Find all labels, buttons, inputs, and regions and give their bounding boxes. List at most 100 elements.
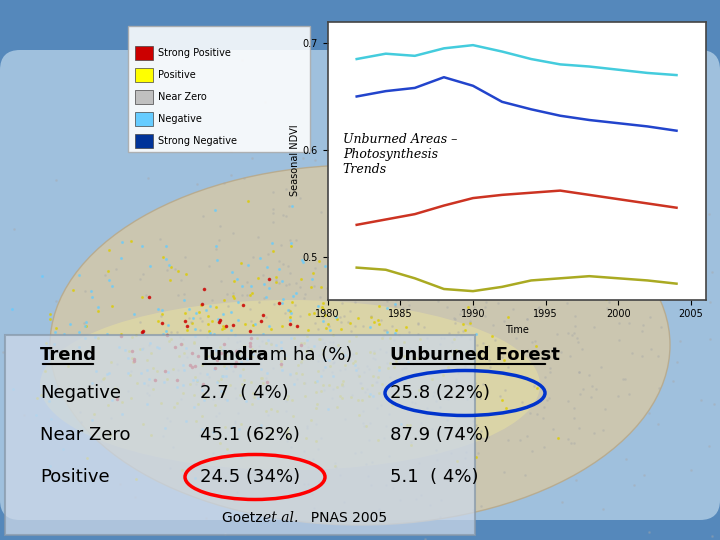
Point <box>562 329 574 338</box>
Point <box>566 250 577 259</box>
Point <box>539 402 550 411</box>
Point <box>276 362 287 370</box>
Point <box>217 309 229 318</box>
Point <box>88 410 99 418</box>
Point <box>397 364 408 373</box>
Point <box>137 328 148 337</box>
Point <box>415 344 426 353</box>
Point <box>160 242 171 251</box>
Point <box>534 237 545 245</box>
Point <box>598 246 610 254</box>
Point <box>217 346 228 355</box>
Point <box>471 341 482 349</box>
Point <box>373 320 384 329</box>
Point <box>237 300 248 309</box>
Point <box>390 356 401 365</box>
Point <box>269 299 280 308</box>
Point <box>457 326 469 335</box>
Point <box>562 435 574 443</box>
Point <box>312 366 323 375</box>
Point <box>357 321 369 330</box>
Point <box>562 397 574 406</box>
Point <box>426 350 437 359</box>
Point <box>291 190 302 199</box>
Point <box>333 255 344 264</box>
Point <box>44 462 55 470</box>
Point <box>90 367 102 376</box>
Point <box>162 375 174 384</box>
Point <box>584 220 595 229</box>
Point <box>290 289 302 298</box>
Point <box>464 319 476 328</box>
Point <box>225 307 237 316</box>
Point <box>196 424 207 433</box>
Point <box>115 332 127 341</box>
Point <box>380 348 392 357</box>
Point <box>362 224 374 233</box>
Point <box>253 342 264 351</box>
Point <box>103 369 114 378</box>
Point <box>320 311 331 320</box>
Point <box>231 338 243 347</box>
Point <box>279 309 291 318</box>
Point <box>194 314 206 322</box>
Point <box>275 356 287 365</box>
Point <box>547 348 559 356</box>
Point <box>92 307 104 315</box>
Point <box>50 297 62 306</box>
Point <box>572 334 583 342</box>
Point <box>474 394 486 403</box>
Point <box>262 250 274 259</box>
Point <box>655 323 667 332</box>
Point <box>598 426 609 434</box>
Point <box>202 333 213 341</box>
Point <box>219 423 230 431</box>
Point <box>482 342 493 350</box>
Point <box>176 394 187 403</box>
Point <box>266 405 277 414</box>
Point <box>137 420 148 428</box>
Point <box>178 348 189 357</box>
Point <box>265 325 276 334</box>
Point <box>358 422 369 430</box>
Point <box>452 238 464 247</box>
Point <box>387 322 398 330</box>
Point <box>485 248 497 256</box>
Point <box>706 267 718 276</box>
Point <box>393 356 405 365</box>
Point <box>179 253 191 261</box>
Point <box>196 300 207 309</box>
Point <box>135 369 147 378</box>
Point <box>475 502 487 510</box>
Point <box>99 374 110 383</box>
Point <box>468 395 480 403</box>
Point <box>431 352 443 361</box>
Point <box>468 119 480 127</box>
Point <box>575 253 586 261</box>
Point <box>300 392 311 401</box>
Point <box>307 274 318 283</box>
Point <box>401 322 413 331</box>
Point <box>706 531 717 540</box>
Point <box>392 346 403 354</box>
Point <box>518 275 529 284</box>
Point <box>461 395 472 403</box>
Point <box>308 342 320 350</box>
Point <box>330 343 341 352</box>
Point <box>364 390 375 399</box>
Point <box>160 424 171 433</box>
Point <box>437 371 449 380</box>
Point <box>111 394 122 403</box>
Point <box>447 350 459 359</box>
Point <box>127 357 139 366</box>
Point <box>501 369 513 378</box>
Point <box>134 274 145 283</box>
Point <box>337 376 348 385</box>
Point <box>277 259 289 268</box>
Point <box>447 422 459 431</box>
Point <box>356 276 368 285</box>
Point <box>330 461 341 470</box>
Point <box>457 320 469 329</box>
Point <box>391 392 402 401</box>
Point <box>556 348 567 356</box>
